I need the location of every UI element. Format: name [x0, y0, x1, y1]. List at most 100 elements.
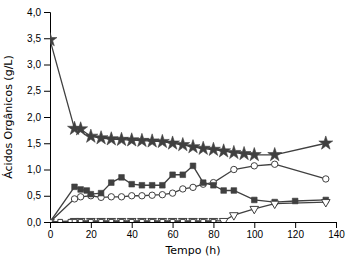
tick-label: 1,5	[27, 138, 41, 149]
point	[251, 163, 257, 169]
tick: 2,5	[27, 85, 50, 96]
point	[211, 182, 217, 188]
line	[50, 164, 326, 222]
point	[247, 147, 261, 160]
point	[160, 182, 166, 188]
tick-mark	[44, 12, 50, 13]
tick-mark	[254, 222, 255, 228]
tick-mark	[44, 38, 50, 39]
tick-label: 1,0	[27, 164, 41, 175]
tick: 60	[168, 222, 180, 240]
tick-mark	[44, 91, 50, 92]
tick: 0,5	[27, 190, 50, 201]
point	[119, 219, 124, 222]
point	[149, 182, 155, 188]
point	[149, 192, 155, 198]
tick: 1,0	[27, 164, 50, 175]
series	[50, 163, 329, 222]
axis-line	[44, 13, 51, 223]
point	[50, 219, 53, 222]
point	[88, 191, 94, 197]
point	[139, 193, 145, 199]
tick: 3,0	[27, 59, 50, 70]
point	[72, 184, 78, 190]
tick-label: 0,5	[27, 190, 41, 201]
tick-mark	[44, 170, 50, 171]
tick-label: 80	[208, 229, 220, 240]
tick: 20	[86, 222, 98, 240]
point	[58, 219, 63, 222]
tick: 140	[328, 222, 345, 240]
series	[50, 33, 333, 161]
tick-label: 60	[168, 229, 180, 240]
tick: 2,0	[27, 112, 50, 123]
tick-mark	[44, 222, 50, 223]
tick-mark	[213, 222, 214, 228]
point	[150, 219, 155, 222]
point	[272, 161, 278, 167]
point	[180, 186, 186, 192]
tick-label: 0	[48, 229, 54, 240]
point	[139, 182, 145, 188]
tick-label: 3,0	[27, 59, 41, 70]
point	[321, 200, 330, 207]
point	[109, 219, 114, 222]
y-axis: 0,0 0,5 1,0 1,5 2,0 2,5 3,0 3,5 4,0	[27, 7, 50, 228]
tick: 0	[48, 222, 54, 240]
tick-mark	[132, 222, 133, 228]
point	[170, 172, 176, 178]
y-axis-title: Ácidos Orgânicos (g/L)	[2, 55, 15, 179]
tick-mark	[91, 222, 92, 228]
point	[159, 192, 165, 198]
point	[170, 219, 175, 222]
tick-mark	[44, 196, 50, 197]
tick-mark	[295, 222, 296, 228]
point	[211, 219, 216, 222]
tick: 120	[287, 222, 304, 240]
point	[190, 163, 196, 169]
tick-label: 20	[86, 229, 98, 240]
point	[140, 219, 145, 222]
tick-label: 4,0	[27, 7, 41, 18]
tick-label: 140	[328, 229, 345, 240]
tick-label: 2,5	[27, 85, 41, 96]
series	[50, 200, 330, 222]
chart: 0 20 40 60 80 100 120 140 0,0 0,5 1,0 1,5 2,0 2,5 3,0 3…	[0, 0, 350, 260]
point	[169, 190, 175, 196]
tick-label: 120	[287, 229, 304, 240]
tick-label: 3,5	[27, 33, 41, 44]
point	[176, 138, 190, 151]
point	[219, 218, 228, 222]
point	[230, 213, 239, 220]
tick: 100	[246, 222, 263, 240]
tick-label: 100	[246, 229, 263, 240]
point	[180, 172, 186, 178]
point	[270, 201, 279, 208]
tick: 40	[127, 222, 139, 240]
x-axis-title: Tempo (h)	[164, 244, 220, 257]
point	[190, 184, 196, 190]
tick: 3,5	[27, 33, 50, 44]
tick: 0,0	[27, 217, 50, 228]
point	[74, 122, 88, 135]
point	[89, 219, 94, 222]
point	[129, 193, 135, 199]
point	[221, 188, 227, 194]
line	[50, 166, 326, 222]
tick-label: 2,0	[27, 112, 41, 123]
point	[268, 147, 282, 160]
series	[50, 161, 329, 222]
point	[72, 219, 77, 222]
point	[78, 187, 84, 193]
point	[319, 136, 333, 149]
point	[323, 176, 329, 182]
point	[77, 194, 83, 200]
tick-mark	[336, 222, 337, 228]
point	[99, 219, 104, 222]
point	[118, 194, 124, 200]
point	[119, 175, 125, 181]
point	[251, 197, 257, 203]
line	[50, 40, 326, 155]
marks	[50, 33, 333, 222]
tick-label: 0,0	[27, 217, 41, 228]
